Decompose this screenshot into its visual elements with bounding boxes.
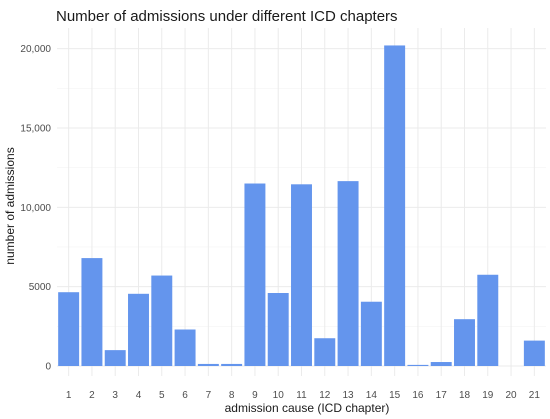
bar-chapter-5	[151, 275, 173, 366]
y-tick-label: 15,000	[20, 123, 51, 134]
y-tick-label: 20,000	[20, 44, 51, 55]
x-tick-label: 1	[66, 390, 72, 401]
x-tick-label: 9	[252, 390, 258, 401]
x-tick-label: 18	[459, 390, 471, 401]
y-tick-label: 10,000	[20, 203, 51, 214]
bar-chapter-11	[291, 184, 312, 366]
x-tick-label: 20	[506, 390, 518, 401]
bar-chapter-6	[174, 329, 196, 366]
bar-chapter-4	[128, 293, 149, 366]
x-tick-label: 7	[206, 390, 212, 401]
x-tick-label: 4	[136, 390, 142, 401]
bar-chapter-17	[430, 362, 452, 366]
x-tick-label: 19	[482, 390, 494, 401]
bar-chapter-10	[267, 293, 289, 366]
x-tick-label: 14	[366, 390, 378, 401]
bar-chapter-7	[197, 363, 219, 366]
bar-chapter-12	[314, 338, 336, 366]
bar-chapter-19	[477, 274, 499, 366]
x-tick-label: 15	[389, 390, 401, 401]
y-axis-ticks: 0 5000 10,000 15,000 20,000	[20, 44, 51, 372]
x-tick-label: 2	[89, 390, 95, 401]
bar-chapter-13	[337, 181, 359, 366]
bar-chapter-21	[523, 340, 545, 366]
x-axis-label: admission cause (ICD chapter)	[225, 401, 390, 415]
bar-chapter-1	[58, 292, 80, 366]
bar-chapter-18	[454, 319, 475, 366]
y-tick-label: 5000	[29, 282, 52, 293]
bar-chapter-16	[407, 364, 429, 366]
bar-chapter-15	[384, 45, 406, 367]
bars-group	[58, 45, 545, 367]
chart-title: Number of admissions under different ICD…	[56, 8, 398, 25]
x-tick-label: 16	[412, 390, 424, 401]
x-tick-label: 3	[112, 390, 118, 401]
x-tick-label: 11	[296, 390, 307, 401]
x-tick-label: 13	[343, 390, 355, 401]
x-tick-label: 5	[159, 390, 165, 401]
bar-chapter-14	[360, 301, 382, 366]
y-tick-label: 0	[45, 362, 51, 373]
y-axis-label: number of admissions	[3, 147, 17, 264]
bar-chapter-8	[221, 363, 243, 366]
x-tick-label: 21	[529, 390, 541, 401]
x-tick-label: 12	[319, 390, 331, 401]
x-tick-label: 17	[436, 390, 448, 401]
bar-chapter-2	[81, 258, 103, 366]
x-axis-ticks: 1 2 3 4 5 6 7 8 9 10 11 12 13 14 15 16 17 18 19 20 21	[66, 390, 540, 401]
bar-chapter-3	[104, 350, 126, 366]
x-tick-label: 10	[273, 390, 285, 401]
bar-chapter-9	[244, 183, 266, 366]
x-tick-label: 8	[229, 390, 235, 401]
x-tick-label: 6	[182, 390, 188, 401]
